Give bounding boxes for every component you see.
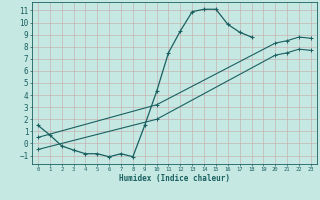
X-axis label: Humidex (Indice chaleur): Humidex (Indice chaleur) bbox=[119, 174, 230, 183]
